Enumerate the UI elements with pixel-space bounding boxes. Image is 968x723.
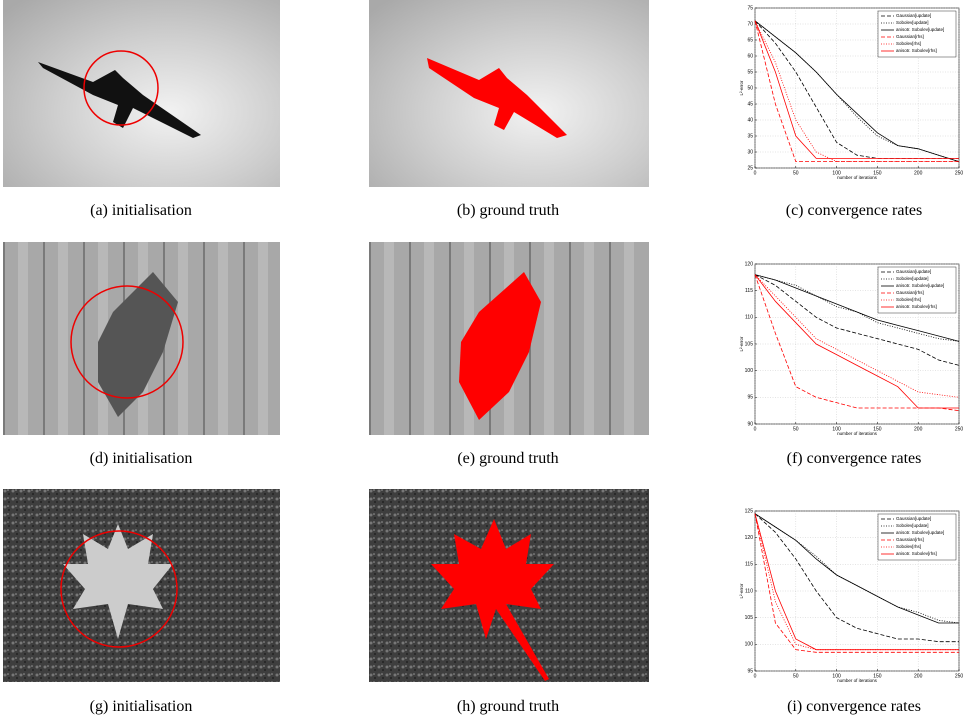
stone-init [3,242,280,435]
x-tick-label: 200 [914,170,923,176]
y-tick-label: 105 [745,341,754,347]
airplane-truth [369,0,649,187]
chart: 2530354045505560657075050100150200250num… [735,4,963,180]
legend-label: anisotr. Sobolev[update] [896,530,944,535]
y-axis-label: L²-error [739,80,744,96]
legend-label: Gaussian[rhs] [896,537,924,542]
caption: (a) initialisation [1,202,281,220]
y-axis-label: L²-error [739,336,744,352]
legend-label: Gaussian[update] [896,269,931,274]
y-tick-label: 95 [747,668,753,674]
y-tick-label: 50 [747,85,753,91]
x-tick-label: 0 [754,673,757,679]
caption: (h) ground truth [368,698,648,716]
caption: (f) convergence rates [714,450,968,468]
y-tick-label: 35 [747,133,753,139]
leaf-truth [369,489,649,682]
caption: (c) convergence rates [714,202,968,220]
y-tick-label: 110 [745,315,753,321]
y-tick-label: 125 [745,508,754,514]
y-axis-label: L²-error [739,583,744,599]
x-tick-label: 0 [754,426,757,432]
y-tick-label: 115 [745,562,753,568]
x-tick-label: 250 [955,170,963,176]
caption: (b) ground truth [368,202,648,220]
x-axis-label: number of iterations [837,431,878,436]
x-tick-label: 0 [754,170,757,176]
y-tick-label: 70 [747,21,753,27]
legend-label: anisotr. Sobolev[rhs] [896,48,937,53]
stone-truth [369,242,649,435]
x-tick-label: 50 [793,170,799,176]
y-tick-label: 90 [747,421,753,427]
airplane-init [3,0,280,187]
y-tick-label: 120 [745,535,754,541]
y-tick-label: 40 [747,117,753,123]
caption: (g) initialisation [1,698,281,716]
legend-label: anisotr. Sobolev[rhs] [896,551,937,556]
leaf-init [3,489,280,682]
legend-label: Sobolev[rhs] [896,41,921,46]
legend-label: anisotr. Sobolev[update] [896,27,944,32]
legend-label: Gaussian[rhs] [896,290,924,295]
x-tick-label: 200 [914,426,923,432]
y-tick-label: 75 [747,5,753,11]
legend-label: Sobolev[update] [896,523,929,528]
legend-label: anisotr. Sobolev[update] [896,283,944,288]
legend-label: Gaussian[update] [896,13,931,18]
legend-label: Sobolev[update] [896,276,929,281]
caption: (d) initialisation [1,450,281,468]
y-tick-label: 115 [745,288,753,294]
legend-label: Sobolev[rhs] [896,297,921,302]
y-tick-label: 100 [745,368,754,374]
y-tick-label: 60 [747,53,753,59]
legend-label: anisotr. Sobolev[rhs] [896,304,937,309]
caption: (e) ground truth [368,450,648,468]
x-tick-label: 50 [793,673,799,679]
y-tick-label: 95 [747,395,753,401]
caption: (i) convergence rates [714,698,968,716]
y-tick-label: 45 [747,101,753,107]
x-tick-label: 250 [955,426,963,432]
legend-label: Sobolev[update] [896,20,929,25]
x-axis-label: number of iterations [837,175,878,180]
y-tick-label: 55 [747,69,753,75]
legend-label: Gaussian[rhs] [896,34,924,39]
x-tick-label: 200 [914,673,923,679]
x-tick-label: 50 [793,426,799,432]
y-tick-label: 100 [745,642,754,648]
page: {"figure": {"captions": ["(a) initialisa… [0,0,968,723]
y-tick-label: 30 [747,149,753,155]
y-tick-label: 120 [745,261,754,267]
y-tick-label: 105 [745,615,754,621]
y-tick-label: 110 [745,588,753,594]
legend-label: Sobolev[rhs] [896,544,921,549]
legend-label: Gaussian[update] [896,516,931,521]
x-tick-label: 250 [955,673,963,679]
y-tick-label: 65 [747,37,753,43]
x-axis-label: number of iterations [837,678,878,683]
y-tick-label: 25 [747,165,753,171]
